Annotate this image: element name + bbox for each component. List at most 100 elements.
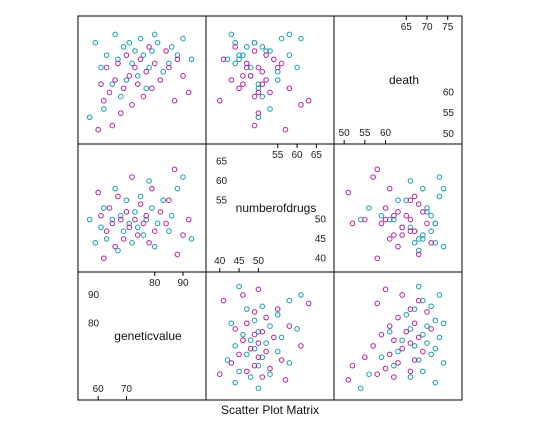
scatter-point: [120, 85, 127, 92]
scatter-point: [251, 331, 258, 338]
scatter-point: [382, 286, 389, 293]
scatter-point: [420, 209, 426, 215]
scatter-point: [407, 368, 414, 375]
scatter-point: [247, 345, 254, 352]
scatter-point: [420, 368, 426, 375]
panel-numberofdrugs-vs-geneticvalue: [77, 143, 207, 273]
scatter-point: [391, 337, 397, 344]
scatter-point: [298, 102, 304, 108]
scatter-point: [98, 81, 104, 87]
scatter-point: [407, 178, 414, 184]
scatter-point: [129, 60, 135, 67]
scatter-point: [240, 337, 246, 344]
scatter-point: [154, 220, 161, 227]
scatter-point: [166, 197, 172, 204]
scatter-point: [240, 73, 246, 79]
scatter-point: [236, 85, 242, 92]
scatter-point: [415, 247, 422, 254]
scatter-point: [123, 77, 130, 83]
scatter-point: [378, 354, 385, 361]
scatter-point: [391, 374, 397, 380]
scatter-point: [185, 89, 192, 96]
scatter-point: [251, 362, 258, 369]
scatter-point: [424, 220, 430, 227]
scatter-point: [109, 122, 116, 129]
scatter-point: [395, 243, 401, 250]
scatter-point: [386, 351, 393, 358]
scatter-point: [117, 212, 124, 219]
scatter-point: [399, 345, 405, 352]
scatter-point: [407, 374, 414, 380]
scatter-point: [407, 326, 414, 332]
scatter-point: [228, 320, 235, 327]
scatter-point: [120, 228, 127, 234]
scatter-point: [432, 220, 439, 227]
scatter-point: [166, 64, 172, 71]
scatter-point: [109, 81, 116, 87]
tick-label: 70: [421, 22, 433, 33]
scatter-point: [101, 205, 107, 211]
scatter-point: [180, 35, 186, 42]
scatter-point: [228, 31, 235, 38]
scatter-point: [232, 379, 238, 386]
scatter-point: [271, 334, 277, 341]
scatter-point: [420, 331, 426, 338]
scatter-point: [132, 48, 138, 54]
scatter-point: [432, 317, 439, 324]
scatter-point: [149, 48, 155, 54]
scatter-point: [399, 292, 405, 298]
scatter-point: [160, 68, 167, 75]
scatter-point: [255, 286, 262, 293]
diagonal-panel-death: death 50 50 55 55 60 60 65 70 75: [333, 15, 463, 145]
scatter-point: [123, 197, 130, 204]
scatter-point: [185, 216, 192, 223]
scatter-point: [240, 331, 246, 338]
scatter-point: [220, 56, 227, 63]
scatter-point: [374, 300, 381, 307]
scatter-point: [278, 35, 285, 42]
scatter-point: [415, 283, 422, 290]
scatter-point: [98, 212, 104, 219]
scatter-point: [263, 348, 269, 355]
scatter-point: [117, 216, 124, 223]
scatter-point: [117, 110, 124, 116]
scatter-point: [168, 212, 175, 219]
scatter-point: [420, 348, 426, 355]
scatter-point: [247, 73, 254, 79]
scatter-point: [278, 334, 285, 341]
scatter-point: [180, 174, 186, 180]
tick-label: 50: [339, 128, 351, 139]
scatter-point: [115, 247, 121, 254]
scatter-point: [228, 360, 235, 366]
tick-label: 60: [216, 176, 228, 187]
scatter-point: [115, 193, 121, 200]
tick-label: 45: [234, 256, 246, 267]
scatter-point: [140, 220, 147, 227]
scatter-point: [129, 102, 135, 108]
scatter-point: [251, 39, 258, 46]
scatter-point: [86, 114, 93, 121]
scatter-point: [378, 212, 385, 219]
scatter-point: [151, 228, 158, 234]
scatter-point: [403, 311, 410, 318]
scatter-point: [236, 368, 242, 375]
scatter-point: [86, 216, 93, 223]
tick-label: 55: [443, 108, 455, 119]
tick-label: 60: [380, 128, 392, 139]
chart-title: Scatter Plot Matrix: [221, 403, 319, 417]
scatter-point: [95, 126, 101, 133]
scatter-point: [428, 326, 434, 332]
scatter-point: [395, 348, 401, 355]
scatter-point: [247, 374, 254, 380]
scatter-point: [180, 73, 186, 79]
scatter-point: [132, 216, 138, 223]
scatter-point: [98, 224, 104, 231]
scatter-point: [428, 240, 434, 246]
tick-label: 60: [443, 87, 455, 98]
tick-label: 65: [401, 22, 413, 33]
scatter-point: [140, 93, 147, 100]
scatter-point: [267, 371, 273, 377]
scatter-point: [255, 110, 262, 116]
tick-label: 60: [93, 384, 105, 395]
